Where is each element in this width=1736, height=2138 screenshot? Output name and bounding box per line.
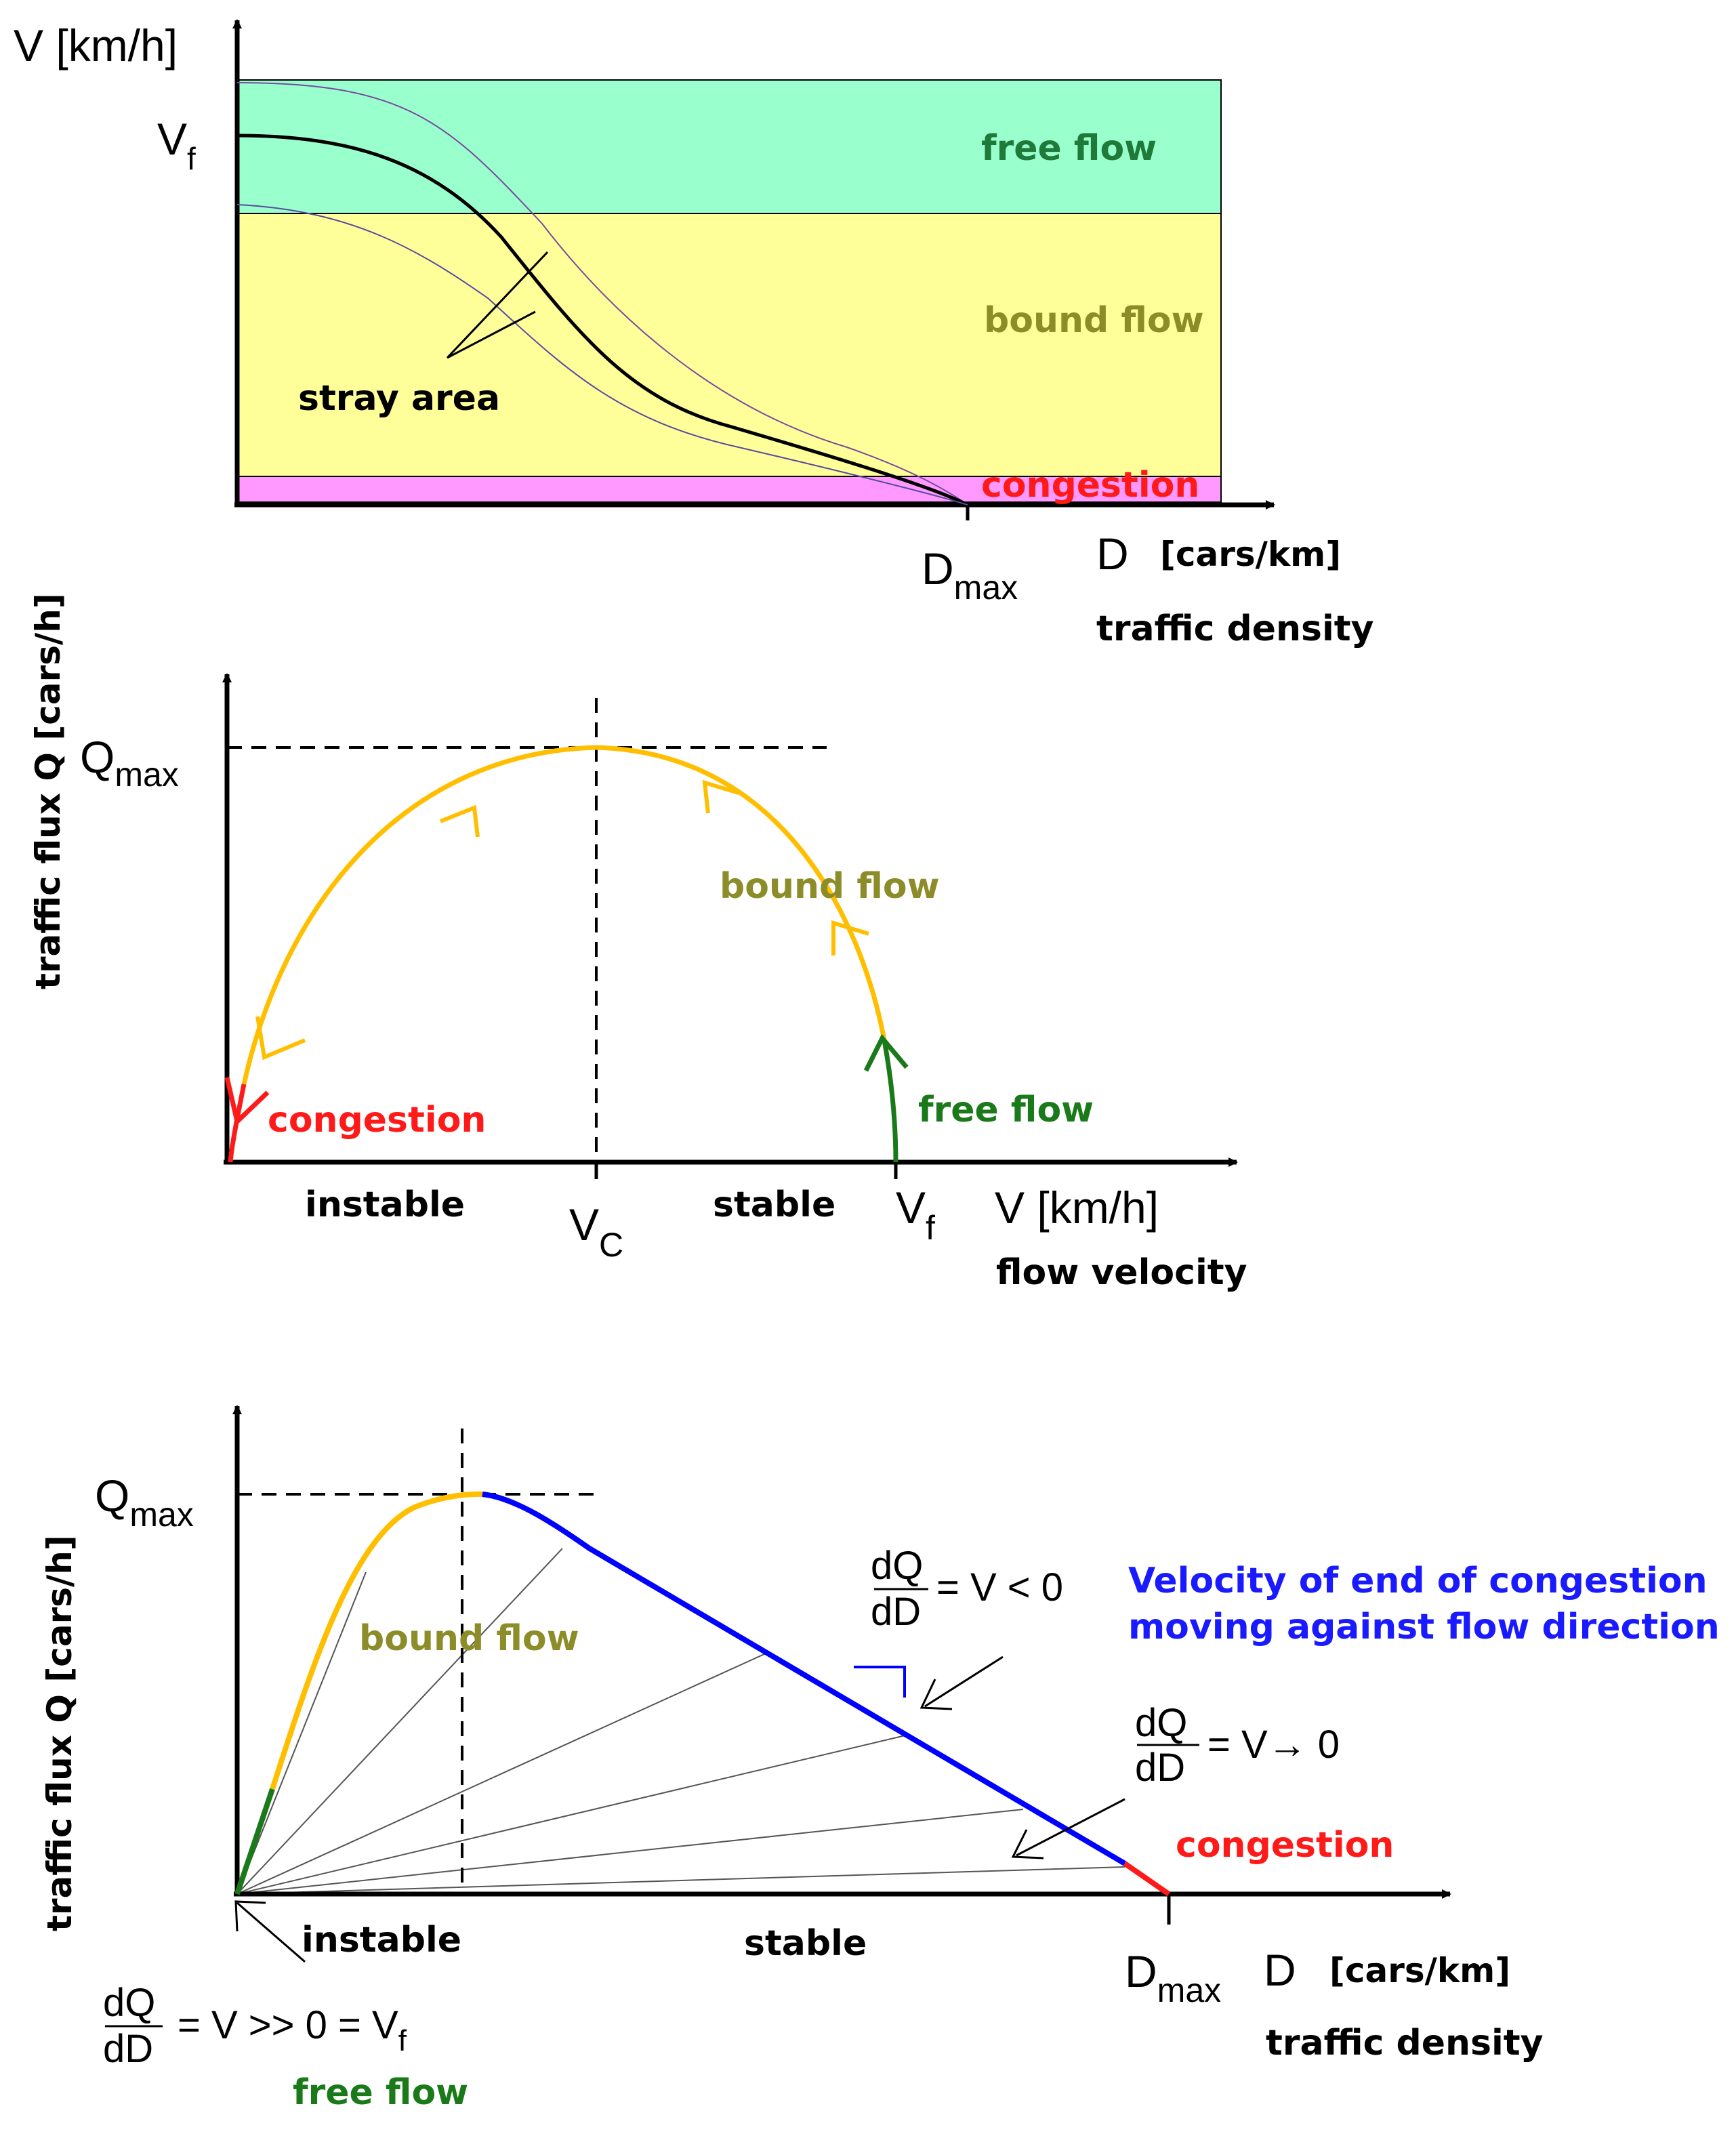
p2-vc-label: VC — [569, 1199, 623, 1264]
p1-x-axis-label: D — [1096, 529, 1129, 579]
p3-x-axis-caption: traffic density — [1266, 2023, 1544, 2063]
p2-congestion-label: congestion — [268, 1100, 486, 1140]
p3-note-line-1: Velocity of end of congestion — [1128, 1561, 1708, 1601]
p2-free-flow-label: free flow — [918, 1090, 1094, 1130]
p2-bound-arrowhead-3 — [439, 804, 480, 838]
p3-free-flow-segment — [234, 1788, 275, 1895]
p3-secant-5 — [236, 1809, 1024, 1895]
p3-congestion-segment — [1123, 1861, 1171, 1897]
panel-velocity-density — [232, 19, 1275, 520]
p2-free-flow-arrowhead — [863, 1033, 909, 1072]
panel-flux-velocity — [222, 673, 1238, 1179]
p3-secant-1 — [236, 1571, 367, 1895]
p2-stable-label: stable — [713, 1185, 835, 1225]
p1-stray-pointer-1 — [446, 251, 549, 359]
p3-x-axis-label: D — [1264, 1945, 1296, 1995]
p3-eq-negative: = V < 0 — [936, 1565, 1063, 1609]
p1-band-bound-flow-label: bound flow — [984, 300, 1204, 341]
p1-x-axis-unit: [cars/km] — [1160, 535, 1341, 574]
p3-eq-zero: = V→ 0 — [1207, 1723, 1340, 1767]
p1-lower-stray-curve — [236, 204, 968, 506]
p3-bound-flow-label: bound flow — [359, 1618, 579, 1659]
p1-mean-curve — [236, 133, 969, 507]
p2-y-axis-label: traffic flux Q [cars/h] — [28, 593, 68, 989]
p2-qmax-label: Qmax — [80, 732, 179, 794]
band-bound-flow — [236, 213, 1222, 477]
p3-stable-label: stable — [744, 1923, 867, 1964]
p2-vf-label: Vf — [896, 1183, 935, 1247]
band-free-flow — [236, 79, 1222, 214]
p1-vf-label: Vf — [157, 114, 196, 176]
p3-y-axis-label: traffic flux Q [cars/h] — [40, 1535, 79, 1931]
p2-free-flow-curve — [882, 1040, 898, 1163]
p3-pointer-zero-slope — [1011, 1798, 1125, 1859]
p3-frac-num-positive: dQ — [103, 1981, 155, 2025]
p3-qmax-label: Qmax — [95, 1471, 194, 1534]
p3-note-line-2: moving against flow direction — [1128, 1607, 1720, 1647]
p3-congestion-label: congestion — [1176, 1825, 1394, 1866]
p1-band-congestion-label: congestion — [981, 465, 1199, 506]
panel-flux-density — [105, 1405, 1451, 2028]
p2-bound-flow-label: bound flow — [720, 866, 940, 907]
p3-secant-3 — [236, 1653, 766, 1895]
p3-secant-2 — [236, 1548, 563, 1895]
band-congestion — [236, 476, 1222, 503]
p2-bound-flow-curve — [241, 745, 887, 1085]
p3-instable-label: instable — [302, 1920, 461, 1960]
p1-band-free-flow-label: free flow — [981, 128, 1157, 169]
p3-eq-positive: = V >> 0 = Vf — [178, 2003, 407, 2057]
p3-bound-flow-segment — [270, 1491, 483, 1790]
p1-stray-pointer-2 — [447, 310, 536, 359]
p2-instable-label: instable — [305, 1185, 465, 1225]
p2-x-axis-label: V [km/h] — [995, 1183, 1159, 1233]
p3-frac-den-negative: dD — [871, 1590, 921, 1634]
p1-x-axis-caption: traffic density — [1096, 609, 1374, 649]
p1-dmax-label: Dmax — [922, 543, 1018, 607]
p3-free-flow-label: free flow — [293, 2072, 468, 2113]
p3-secant-6 — [236, 1866, 1125, 1895]
p2-bound-arrowhead-1 — [831, 920, 869, 955]
p3-stable-congested-segment — [482, 1492, 1127, 1866]
p3-pointer-negative-slope — [919, 1656, 1004, 1710]
p2-x-axis-caption: flow velocity — [996, 1252, 1247, 1293]
p2-congestion-curve — [228, 1084, 247, 1163]
p1-stray-area-label: stray area — [298, 378, 500, 419]
p2-bound-arrowhead-2 — [702, 779, 739, 814]
p3-secant-lines — [236, 1548, 1125, 1895]
p2-congestion-arrowhead — [224, 1077, 270, 1126]
p3-frac-num-zero: dQ — [1135, 1701, 1187, 1745]
p3-frac-den-positive: dD — [103, 2027, 153, 2071]
p3-slope-triangle — [854, 1666, 906, 1698]
p1-y-axis-label: V [km/h] — [14, 20, 178, 70]
p3-frac-den-zero: dD — [1135, 1746, 1185, 1790]
p3-dmax-label: Dmax — [1125, 1946, 1221, 2009]
p3-secant-4 — [236, 1734, 909, 1895]
p3-x-axis-unit: [cars/km] — [1329, 1951, 1510, 1990]
p3-frac-num-negative: dQ — [871, 1544, 923, 1588]
p3-pointer-free-flow — [234, 1900, 306, 1963]
p2-bound-arrowhead-4 — [255, 1016, 306, 1061]
p1-upper-stray-curve — [236, 82, 968, 506]
